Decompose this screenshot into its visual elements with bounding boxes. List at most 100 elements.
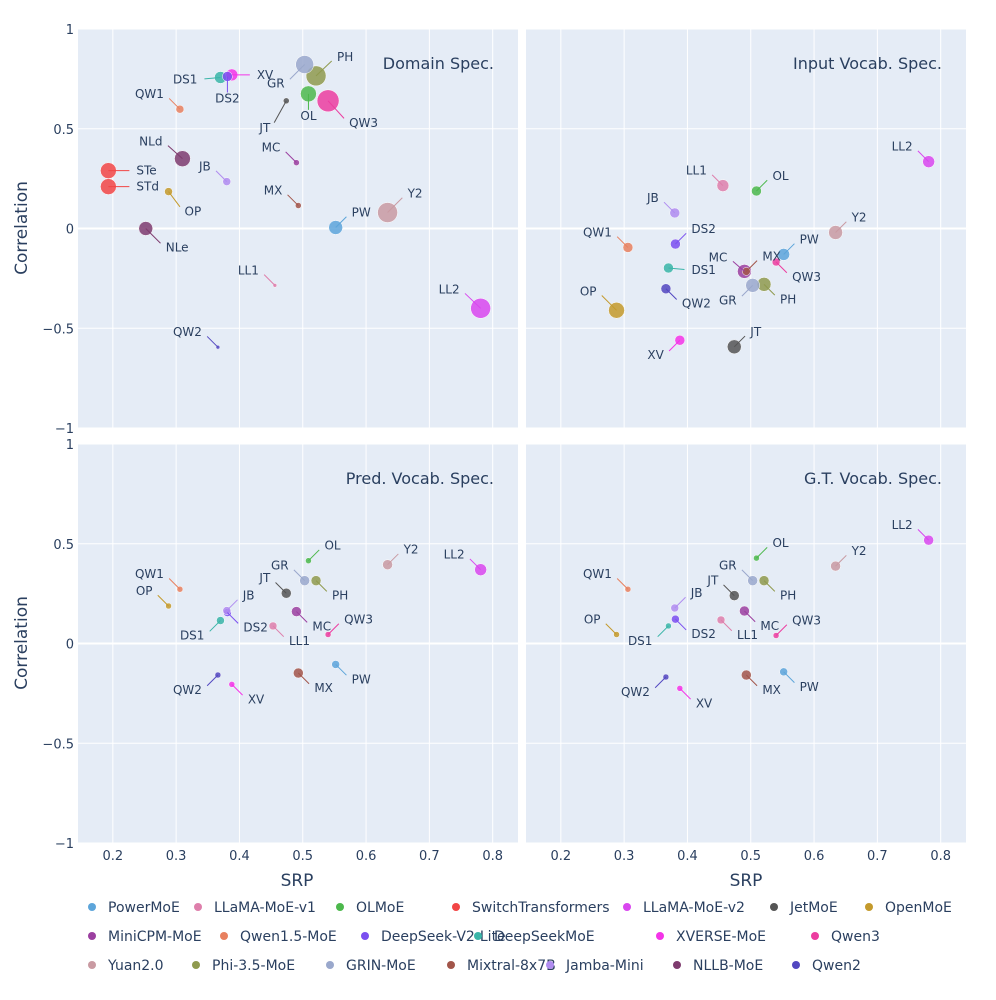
- legend-swatch: [194, 903, 202, 911]
- label-leader: [209, 620, 221, 632]
- point-label: JB: [646, 191, 659, 205]
- point-label: MC: [312, 620, 331, 634]
- x-tick-label: 0.7: [419, 849, 440, 864]
- legend-item: SwitchTransformers: [452, 900, 610, 916]
- point-label: GR: [271, 559, 289, 573]
- panels: Domain Spec. PW LL1 OL STe STd LL2 JT OP MC QW1 DS2…: [78, 28, 966, 844]
- point-label: PH: [332, 589, 348, 603]
- label-leader: [204, 76, 221, 80]
- point-label: STe: [136, 164, 156, 178]
- label-leader: [616, 236, 629, 248]
- y-tick-label: 0.5: [53, 538, 74, 553]
- label-leader: [287, 194, 299, 206]
- legend-item: JetMoE: [770, 900, 838, 916]
- label-leader: [657, 625, 669, 638]
- point-label: LL2: [444, 548, 465, 562]
- point-label: MX: [314, 681, 333, 695]
- point-label: MX: [762, 683, 781, 697]
- label-leader: [226, 599, 238, 611]
- legend-item: Qwen3: [811, 929, 880, 945]
- label-leader: [674, 596, 686, 609]
- legend-item: Mixtral-8x7B: [447, 958, 556, 974]
- panel-title: Input Vocab. Spec.: [793, 54, 942, 73]
- panel-2: Input Vocab. Spec. PW LL1 OL LL2 JT OP MC QW1 DS2…: [526, 28, 966, 429]
- point-label: DS2: [691, 627, 716, 641]
- panel-4: G.T. Vocab. Spec. PW LL1 OL LL2 JT OP MC QW1 DS2 D…: [526, 443, 966, 844]
- label-leader: [227, 612, 239, 624]
- legend-item: Qwen2: [792, 958, 861, 974]
- legend-item: XVERSE-MoE: [656, 929, 766, 945]
- point-label: QW2: [173, 325, 202, 339]
- point-label: PW: [352, 672, 371, 686]
- legend-swatch: [623, 903, 631, 911]
- y-tick-label: 0: [66, 223, 74, 238]
- point-label: GR: [719, 559, 737, 573]
- x-tick-label: 0.5: [740, 849, 761, 864]
- point-label: OL: [772, 536, 788, 550]
- label-leader: [665, 288, 678, 300]
- label-leader: [275, 582, 287, 594]
- label-leader: [616, 578, 629, 590]
- point-label: OL: [300, 109, 316, 123]
- legend-swatch: [673, 961, 681, 969]
- point-label: MC: [760, 619, 779, 633]
- point-label: JT: [258, 571, 271, 585]
- legend-label: Jamba-Mini: [565, 958, 644, 974]
- legend-swatch: [192, 961, 200, 969]
- point-label: DS1: [180, 629, 205, 643]
- x-tick-label: 0.5: [292, 849, 313, 864]
- legend-item: OLMoE: [336, 900, 404, 916]
- label-leader: [732, 260, 745, 272]
- label-leader: [296, 611, 308, 623]
- legend-swatch: [447, 961, 455, 969]
- label-leader: [763, 284, 776, 296]
- legend-item: NLLB-MoE: [673, 958, 763, 974]
- point-label: LL1: [238, 263, 259, 277]
- x-tick-label: 0.8: [930, 849, 951, 864]
- legend-label: LLaMA-MoE-v2: [643, 900, 745, 916]
- point-label: JB: [198, 160, 211, 174]
- label-leader: [775, 261, 788, 274]
- point-label: OL: [772, 169, 788, 183]
- point-label: DS2: [243, 621, 268, 635]
- panel-title: Domain Spec.: [383, 54, 494, 73]
- point-label: MC: [709, 250, 728, 264]
- label-leader: [775, 624, 788, 636]
- label-leader: [168, 98, 181, 110]
- point-label: Y2: [851, 544, 867, 558]
- point-labels: PW LL1 OL LL2 JT OP MC QW1 DS2 DS1 XV QW3 Y2 PH GR MX JB…: [135, 539, 482, 706]
- y-tick-label: 0: [66, 638, 74, 653]
- legend-label: NLLB-MoE: [693, 958, 763, 974]
- point-labels: PW LL1 OL LL2 JT OP MC QW1 DS2 DS1 XV QW3 Y2 PH GR MX JB…: [583, 518, 930, 710]
- label-leader: [387, 553, 399, 566]
- x-tick-label: 0.4: [677, 849, 698, 864]
- point-label: PH: [780, 292, 796, 306]
- label-leader: [711, 174, 724, 186]
- point-label: LL1: [289, 634, 310, 648]
- label-leader: [206, 336, 219, 348]
- point-label: PH: [780, 589, 796, 603]
- point-label: Y2: [403, 543, 419, 557]
- x-tick-label: 0.2: [550, 849, 571, 864]
- point-label: NLd: [139, 135, 162, 149]
- legend-item: Qwen1.5-MoE: [220, 929, 337, 945]
- legend-item: GRIN-MoE: [326, 958, 416, 974]
- point-label: OP: [580, 284, 597, 298]
- y-tick-label: 1: [66, 23, 74, 38]
- point-label: XV: [696, 696, 713, 710]
- x-tick-label: 0.3: [614, 849, 635, 864]
- point-labels: PW LL1 OL STe STd LL2 JT OP MC QW1 DS2 DS1 XV QW3 Y2 PH…: [108, 50, 481, 348]
- legend-label: Mixtral-8x7B: [467, 958, 556, 974]
- legend-swatch: [770, 903, 778, 911]
- panel-1: Domain Spec. PW LL1 OL STe STd LL2 JT OP MC QW1 DS2…: [78, 28, 518, 429]
- label-leader: [733, 335, 746, 348]
- point-label: STd: [136, 180, 159, 194]
- legend-item: Yuan2.0: [88, 958, 164, 974]
- label-leader: [654, 676, 667, 689]
- label-leader: [756, 179, 768, 192]
- label-leader: [167, 145, 183, 160]
- legend-swatch: [326, 961, 334, 969]
- label-leader: [835, 554, 847, 567]
- point-label: XV: [647, 348, 664, 362]
